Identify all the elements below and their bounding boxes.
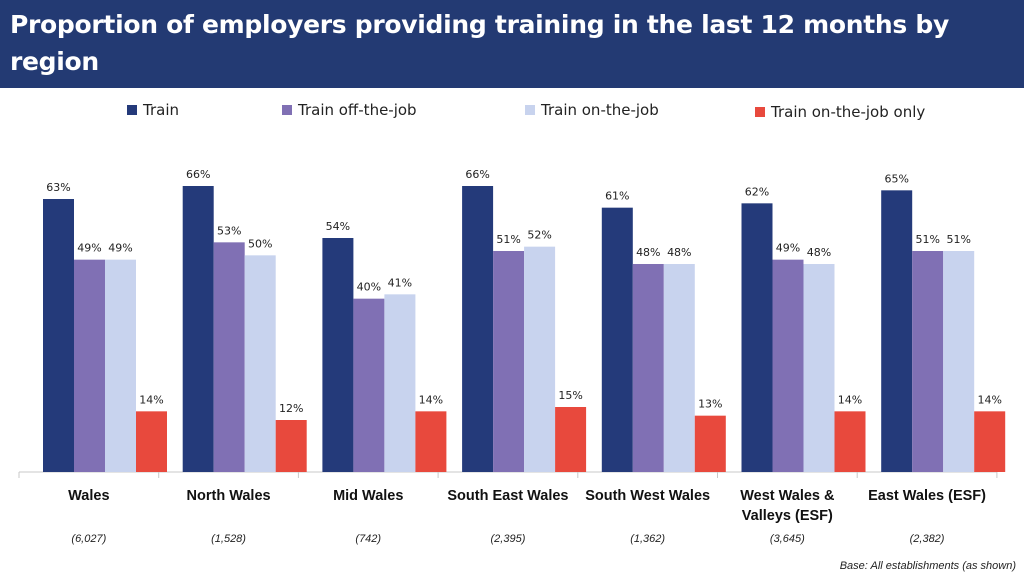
bar-train bbox=[741, 203, 773, 473]
category-label: North Wales bbox=[187, 488, 271, 504]
bar-train-off-the-job bbox=[772, 259, 804, 472]
bar-train-off-the-job bbox=[213, 242, 245, 472]
data-label: 52% bbox=[527, 229, 551, 242]
legend-label-train-off-the-job: Train off-the-job bbox=[298, 101, 417, 119]
category-label: Valleys (ESF) bbox=[742, 508, 833, 524]
chart-title: Proportion of employers providing traini… bbox=[10, 10, 949, 76]
data-label: 53% bbox=[217, 224, 241, 237]
data-label: 14% bbox=[139, 393, 163, 406]
data-label: 49% bbox=[77, 242, 101, 255]
data-label: 61% bbox=[605, 190, 629, 203]
bar-train bbox=[601, 207, 633, 472]
data-label: 63% bbox=[46, 181, 70, 194]
data-label: 13% bbox=[698, 398, 722, 411]
data-label: 49% bbox=[108, 242, 132, 255]
data-label: 62% bbox=[745, 185, 769, 198]
bar-train-on-the-job bbox=[943, 251, 975, 472]
data-label: 40% bbox=[357, 281, 381, 294]
legend-label-train-on-the-job-only: Train on-the-job only bbox=[771, 103, 926, 121]
legend-item-train: Train bbox=[127, 99, 179, 121]
bar-train-on-the-job bbox=[524, 246, 556, 472]
data-label: 51% bbox=[915, 233, 939, 246]
bar-train-on-the-job-only bbox=[415, 411, 447, 472]
bar-train-on-the-job bbox=[803, 264, 835, 472]
data-label: 48% bbox=[636, 246, 660, 259]
bar-train-off-the-job bbox=[632, 264, 664, 472]
bar-train-on-the-job-only bbox=[694, 415, 726, 472]
bar-train-on-the-job-only bbox=[275, 420, 307, 472]
category-label: South East Wales bbox=[447, 488, 568, 504]
data-label: 41% bbox=[388, 276, 412, 289]
title-bar: Proportion of employers providing traini… bbox=[0, 0, 1024, 88]
bar-train-on-the-job-only bbox=[555, 407, 587, 472]
bar-train-off-the-job bbox=[912, 251, 944, 472]
data-label: 65% bbox=[884, 172, 908, 185]
data-label: 66% bbox=[465, 168, 489, 181]
category-base-label: (742) bbox=[355, 533, 381, 545]
bar-train bbox=[462, 186, 494, 472]
data-label: 14% bbox=[977, 393, 1001, 406]
legend-swatch-train-off-the-job bbox=[282, 105, 292, 115]
category-base-label: (6,027) bbox=[71, 533, 106, 545]
bar-train-on-the-job bbox=[244, 255, 276, 472]
footnote: Base: All establishments (as shown) bbox=[839, 560, 1016, 572]
bar-train bbox=[322, 238, 354, 472]
data-label: 66% bbox=[186, 168, 210, 181]
bar-train-off-the-job bbox=[493, 251, 525, 472]
bar-train-off-the-job bbox=[353, 298, 385, 472]
data-label: 54% bbox=[326, 220, 350, 233]
data-label: 48% bbox=[667, 246, 691, 259]
legend-swatch-train-on-the-job bbox=[525, 105, 535, 115]
legend-swatch-train-on-the-job-only bbox=[755, 107, 765, 117]
bar-train bbox=[182, 186, 214, 472]
data-label: 50% bbox=[248, 237, 272, 250]
category-label: East Wales (ESF) bbox=[868, 488, 986, 504]
data-label: 12% bbox=[279, 402, 303, 415]
data-label: 15% bbox=[558, 389, 582, 402]
data-label: 49% bbox=[776, 242, 800, 255]
bar-train-on-the-job-only bbox=[834, 411, 866, 472]
category-base-label: (1,362) bbox=[630, 533, 665, 545]
legend-item-train-on-the-job-only: Train on-the-job only bbox=[755, 101, 925, 123]
bar-train bbox=[881, 190, 913, 473]
category-base-label: (2,395) bbox=[491, 533, 526, 545]
legend-item-train-off-the-job: Train off-the-job bbox=[282, 99, 417, 121]
legend-label-train: Train bbox=[143, 101, 179, 119]
data-label: 51% bbox=[946, 233, 970, 246]
legend-item-train-on-the-job: Train on-the-job bbox=[525, 99, 659, 121]
data-label: 48% bbox=[807, 246, 831, 259]
data-label: 51% bbox=[496, 233, 520, 246]
category-base-label: (3,645) bbox=[770, 533, 805, 545]
category-base-label: (2,382) bbox=[910, 533, 945, 545]
legend-swatch-train bbox=[127, 105, 137, 115]
category-label: Mid Wales bbox=[333, 488, 403, 504]
bar-train-on-the-job bbox=[105, 259, 136, 472]
bar-train bbox=[43, 199, 74, 472]
category-label: West Wales & bbox=[740, 488, 835, 504]
category-base-label: (1,528) bbox=[211, 533, 246, 545]
data-label: 14% bbox=[419, 393, 443, 406]
category-label: Wales bbox=[68, 488, 109, 504]
bar-train-on-the-job-only bbox=[136, 411, 167, 472]
legend-label-train-on-the-job: Train on-the-job bbox=[541, 101, 659, 119]
bar-train-on-the-job bbox=[663, 264, 695, 472]
data-label: 14% bbox=[838, 393, 862, 406]
bar-train-on-the-job-only bbox=[974, 411, 1006, 472]
category-label: South West Wales bbox=[585, 488, 710, 504]
bar-train-off-the-job bbox=[74, 259, 105, 472]
bar-train-on-the-job bbox=[384, 294, 416, 472]
